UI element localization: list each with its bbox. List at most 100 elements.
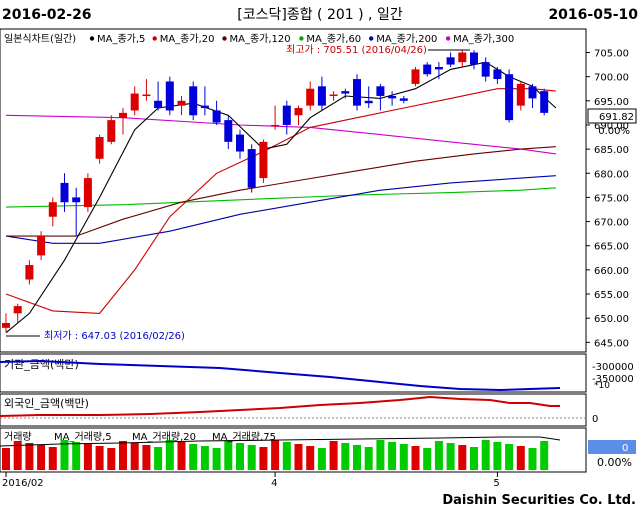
volume-value-box <box>588 440 636 454</box>
candle-body <box>200 105 209 109</box>
volume-bar <box>48 447 57 470</box>
foreign-line <box>0 395 560 417</box>
candle-body <box>247 149 256 188</box>
volume-bar <box>189 444 198 470</box>
inst-line <box>0 359 561 392</box>
date-axis: 2016/02 4 5 <box>2 472 500 489</box>
candle-body <box>83 178 92 208</box>
volume-change: 0.00% <box>597 456 632 469</box>
candle-body <box>376 86 385 96</box>
volume-bar <box>95 446 104 470</box>
footer-brand: Daishin Securities Co. Ltd. <box>442 493 636 508</box>
candle-body <box>60 182 69 203</box>
legend-item: MA_종가,60 <box>306 33 361 45</box>
legend-swatch <box>369 36 374 41</box>
price-tick-label: 660.00 <box>594 266 629 277</box>
volume-bar <box>481 440 490 470</box>
end-date: 2016-05-10 <box>548 7 638 23</box>
candle-body <box>271 124 280 127</box>
candle-body <box>282 105 291 125</box>
volume-bar <box>259 447 268 470</box>
volume-ma20-label: MA_거래량,20 <box>132 431 196 443</box>
candle-body <box>458 52 467 63</box>
volume-bar <box>317 448 326 470</box>
candlesticks <box>2 50 549 333</box>
volume-bar <box>154 447 163 470</box>
candle-body <box>13 306 22 314</box>
volume-bar <box>83 444 92 470</box>
candle-body <box>130 93 139 111</box>
candle-body <box>481 62 490 77</box>
volume-bar <box>25 443 34 470</box>
volume-bar <box>142 445 151 470</box>
volume-bar <box>505 444 514 470</box>
candle-body <box>2 323 10 328</box>
ma20-line <box>5 88 556 314</box>
volume-bar <box>177 442 186 470</box>
candle-body <box>528 86 537 99</box>
volume-bar <box>13 441 22 470</box>
candle-body <box>224 120 233 142</box>
price-tick-label: 645.00 <box>594 338 629 349</box>
inst-label: 기관_금액(백만) <box>4 358 79 371</box>
volume-bar <box>376 440 385 470</box>
volume-bar <box>458 445 467 470</box>
volume-ma75-label: MA_거래량,75 <box>212 431 276 443</box>
legend-item: MA_종가,200 <box>376 33 437 45</box>
price-tick-label: 685.00 <box>594 145 629 156</box>
candle-body <box>236 134 244 152</box>
volume-bar <box>434 441 443 470</box>
candle-body <box>259 141 268 179</box>
volume-bar <box>200 446 209 470</box>
candle-body <box>434 66 443 70</box>
foreign-label: 외국인_금액(백만) <box>4 397 89 410</box>
legend-item: MA_종가,20 <box>160 33 215 45</box>
volume-bar <box>470 447 478 470</box>
candle-body <box>411 69 420 84</box>
price-tick-label: 680.00 <box>594 169 629 180</box>
high-annotation: 최고가 : 705.51 (2016/04/26) <box>286 44 427 56</box>
volume-bar <box>294 444 303 470</box>
inst-unit: *10 <box>594 381 610 391</box>
price-tick-label: 670.00 <box>594 218 629 229</box>
last-value-box <box>587 108 637 124</box>
candle-body <box>329 94 338 97</box>
volume-bar <box>72 442 81 470</box>
price-tick-label: 675.00 <box>594 193 629 204</box>
price-panel-frame <box>0 28 587 353</box>
volume-label: 거래량 <box>4 431 32 443</box>
volume-bar <box>493 442 502 470</box>
volume-bar <box>247 445 256 470</box>
price-tick-label: 650.00 <box>594 314 629 325</box>
volume-bar <box>224 441 233 470</box>
legend-swatch <box>445 36 451 41</box>
ma60-line <box>5 187 556 208</box>
volume-ma5-label: MA_거래량,5 <box>54 431 112 443</box>
ma120-line <box>6 146 556 237</box>
volume-bar <box>423 448 432 470</box>
low-annotation: 최저가 : 647.03 (2016/02/26) <box>44 330 185 342</box>
legend-item: MA_종가,120 <box>230 33 291 45</box>
candle-body <box>165 81 174 111</box>
candle-body <box>48 202 57 217</box>
inst-tick-2: -350000 <box>592 374 634 385</box>
candle-body <box>317 86 326 106</box>
candle-body <box>446 57 455 65</box>
foreign-tick: 0 <box>592 414 598 425</box>
price-axis: 645.00 650.00 655.00 660.00 665.00 670.00 675.… <box>586 48 629 349</box>
legend-item: MA_종가,300 <box>453 33 514 45</box>
candle-body <box>177 100 186 106</box>
legend-swatch <box>299 36 304 41</box>
candle-body <box>540 91 549 113</box>
volume-bar <box>446 443 455 470</box>
volume-bar <box>341 443 350 470</box>
price-change: 0.00% <box>598 126 630 137</box>
date-tick-label: 2016/02 <box>2 478 44 489</box>
candle-body <box>493 69 502 80</box>
volume-bar <box>37 445 46 470</box>
price-tick-label: 700.00 <box>594 73 629 84</box>
volume-bar <box>60 440 69 470</box>
volume-bar <box>271 440 280 470</box>
volume-value: 0 <box>622 443 628 454</box>
